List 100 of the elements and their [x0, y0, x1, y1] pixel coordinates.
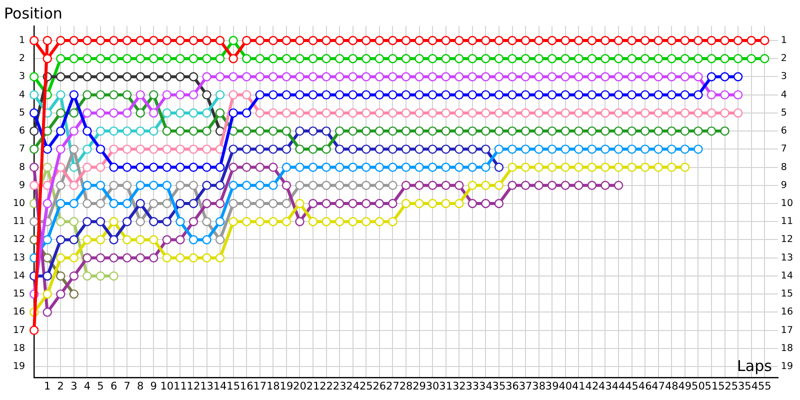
point: [82, 72, 92, 82]
point: [520, 162, 530, 172]
x-tick-label: 12: [186, 380, 200, 392]
point: [560, 90, 570, 100]
point: [454, 198, 464, 208]
point: [215, 36, 225, 46]
point: [627, 36, 636, 46]
point: [720, 72, 730, 82]
point: [414, 180, 424, 190]
point: [96, 180, 106, 190]
point: [600, 162, 610, 172]
point: [520, 108, 530, 118]
point: [322, 90, 331, 100]
point: [441, 54, 450, 64]
point: [176, 162, 185, 172]
point: [162, 108, 172, 118]
point: [56, 180, 66, 190]
point: [96, 108, 106, 118]
point: [96, 144, 106, 154]
x-tick-label: 16: [240, 380, 254, 392]
point: [667, 54, 676, 64]
point: [202, 217, 212, 226]
point: [614, 180, 624, 190]
point: [322, 217, 331, 226]
point: [295, 162, 304, 172]
point: [401, 90, 411, 100]
x-tick-label: 22: [320, 380, 333, 392]
point: [69, 217, 79, 226]
point: [667, 162, 676, 172]
point: [242, 180, 252, 190]
point: [162, 36, 172, 46]
point: [468, 72, 478, 82]
point: [42, 253, 52, 262]
point: [188, 162, 198, 172]
point: [414, 90, 424, 100]
point: [255, 36, 264, 46]
point: [56, 108, 66, 118]
point: [454, 72, 464, 82]
point: [362, 72, 371, 82]
point: [441, 72, 450, 82]
point: [494, 162, 504, 172]
point: [228, 162, 238, 172]
point: [600, 54, 610, 64]
x-tick-label: 10: [160, 380, 174, 392]
point: [534, 90, 544, 100]
point: [600, 36, 610, 46]
point: [520, 36, 530, 46]
point: [42, 162, 52, 172]
x-tick-label: 9: [150, 380, 157, 392]
point: [82, 271, 92, 281]
y-tick-label: 14: [12, 270, 26, 282]
point: [149, 36, 158, 46]
point: [56, 253, 66, 262]
point: [468, 198, 478, 208]
point: [481, 36, 490, 46]
y2-tick-label: 2: [780, 53, 787, 64]
point: [29, 326, 39, 335]
point: [308, 90, 318, 100]
y-tick-label: 3: [19, 71, 26, 82]
point: [282, 162, 292, 172]
point: [600, 72, 610, 82]
point: [614, 144, 624, 154]
point: [374, 198, 384, 208]
point: [733, 108, 743, 118]
point: [706, 126, 716, 136]
point: [56, 289, 66, 299]
point: [627, 126, 636, 136]
point: [56, 36, 66, 46]
point: [215, 235, 225, 244]
point: [109, 235, 118, 244]
point: [508, 54, 517, 64]
point: [627, 144, 636, 154]
point: [149, 144, 158, 154]
x-tick-label: 7: [124, 380, 130, 392]
point: [162, 253, 172, 262]
point: [96, 54, 106, 64]
point: [587, 54, 597, 64]
point: [188, 36, 198, 46]
point: [667, 144, 676, 154]
point: [162, 198, 172, 208]
point: [614, 126, 624, 136]
y-tick-label: 10: [12, 198, 26, 209]
point: [414, 198, 424, 208]
point: [348, 72, 358, 82]
point: [282, 36, 292, 46]
point: [228, 90, 238, 100]
point: [308, 108, 318, 118]
point: [548, 72, 557, 82]
point: [627, 108, 636, 118]
point: [614, 72, 624, 82]
point: [680, 126, 690, 136]
point: [82, 90, 92, 100]
point: [136, 126, 145, 136]
point: [454, 108, 464, 118]
point: [534, 126, 544, 136]
point: [468, 108, 478, 118]
x-tick-label: 1: [44, 380, 51, 392]
point: [548, 54, 557, 64]
point: [109, 271, 118, 281]
point: [109, 54, 118, 64]
